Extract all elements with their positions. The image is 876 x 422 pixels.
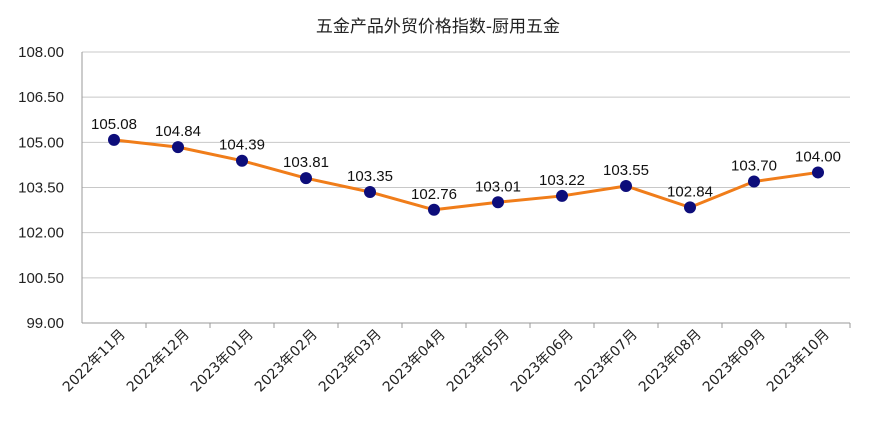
- data-point: [492, 196, 504, 209]
- data-label: 103.35: [347, 168, 393, 185]
- data-point: [364, 186, 376, 199]
- data-point: [172, 141, 184, 154]
- data-label: 104.84: [155, 123, 201, 140]
- data-point: [684, 201, 696, 214]
- y-tick-label: 103.50: [18, 180, 64, 197]
- data-label: 103.81: [283, 154, 329, 171]
- data-label: 103.01: [475, 178, 521, 195]
- x-tick-label: 2023年01月: [188, 327, 257, 396]
- data-point: [748, 175, 760, 188]
- data-label: 103.70: [731, 157, 777, 174]
- x-tick-label: 2023年07月: [572, 327, 641, 396]
- data-label: 104.39: [219, 137, 265, 154]
- data-point: [428, 203, 440, 216]
- data-point: [556, 189, 568, 202]
- data-label: 102.84: [667, 183, 713, 200]
- data-label: 105.08: [91, 116, 137, 133]
- series-line: [113, 138, 819, 212]
- y-tick-label: 105.00: [18, 134, 64, 151]
- data-point: [812, 166, 824, 179]
- chart-title: 五金产品外贸价格指数-厨用五金: [315, 17, 561, 37]
- x-tick-label: 2023年05月: [444, 327, 513, 396]
- y-tick-label: 100.50: [18, 270, 64, 287]
- y-tick-label: 99.00: [26, 315, 64, 332]
- data-point: [236, 154, 248, 167]
- x-tick-label: 2023年10月: [764, 327, 833, 396]
- x-tick-label: 2023年08月: [636, 327, 705, 396]
- data-point: [620, 179, 632, 192]
- data-point: [108, 133, 120, 146]
- x-tick-label: 2023年02月: [252, 327, 321, 396]
- x-tick-label: 2023年03月: [316, 327, 385, 396]
- y-tick-label: 102.00: [18, 225, 64, 242]
- y-tick-label: 108.00: [18, 44, 64, 61]
- y-tick-label: 106.50: [18, 89, 64, 106]
- x-tick-label: 2023年06月: [508, 327, 577, 396]
- data-point: [300, 172, 312, 185]
- x-tick-label: 2023年09月: [700, 327, 769, 396]
- x-tick-label: 2023年04月: [380, 327, 449, 396]
- data-label: 102.76: [411, 186, 457, 203]
- data-label: 103.55: [603, 162, 649, 179]
- x-tick-label: 2022年12月: [124, 327, 193, 396]
- x-tick-label: 2022年11月: [60, 327, 129, 396]
- data-label: 104.00: [795, 148, 841, 165]
- data-label: 103.22: [539, 172, 585, 189]
